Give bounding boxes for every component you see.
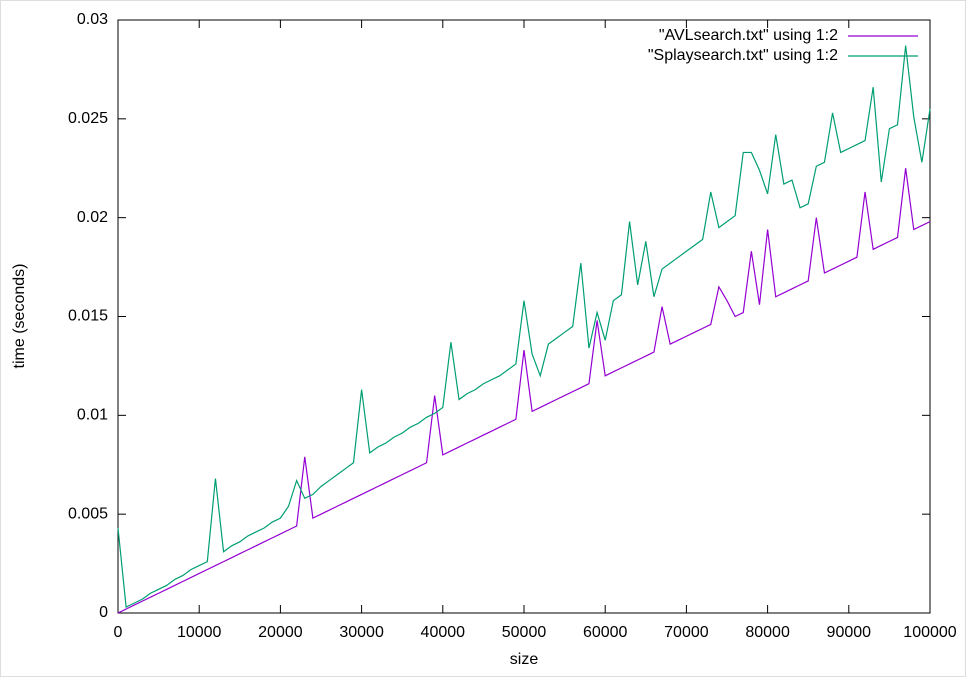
x-tick-label: 90000 (827, 624, 872, 641)
x-axis-label: size (510, 651, 539, 668)
y-tick-label: 0.005 (68, 505, 108, 522)
x-tick-label: 40000 (421, 624, 466, 641)
y-tick-label: 0.03 (77, 11, 108, 28)
series-line (117, 168, 931, 614)
y-axis-label: time (seconds) (11, 264, 28, 369)
y-tick-label: 0.025 (68, 110, 108, 127)
legend-label: "AVLsearch.txt" using 1:2 (659, 27, 838, 44)
x-tick-label: 50000 (502, 624, 547, 641)
x-tick-label: 0 (114, 624, 123, 641)
x-tick-label: 10000 (177, 624, 222, 641)
x-tick-label: 30000 (339, 624, 384, 641)
y-tick-label: 0.015 (68, 308, 108, 325)
x-tick-label: 80000 (745, 624, 790, 641)
x-tick-label: 60000 (583, 624, 628, 641)
series-line (117, 45, 931, 608)
x-tick-label: 70000 (664, 624, 709, 641)
x-tick-label: 100000 (903, 624, 956, 641)
y-tick-label: 0 (99, 604, 108, 621)
y-tick-label: 0.01 (77, 407, 108, 424)
x-tick-label: 20000 (258, 624, 303, 641)
legend-label: "Splaysearch.txt" using 1:2 (648, 47, 838, 64)
y-tick-label: 0.02 (77, 209, 108, 226)
